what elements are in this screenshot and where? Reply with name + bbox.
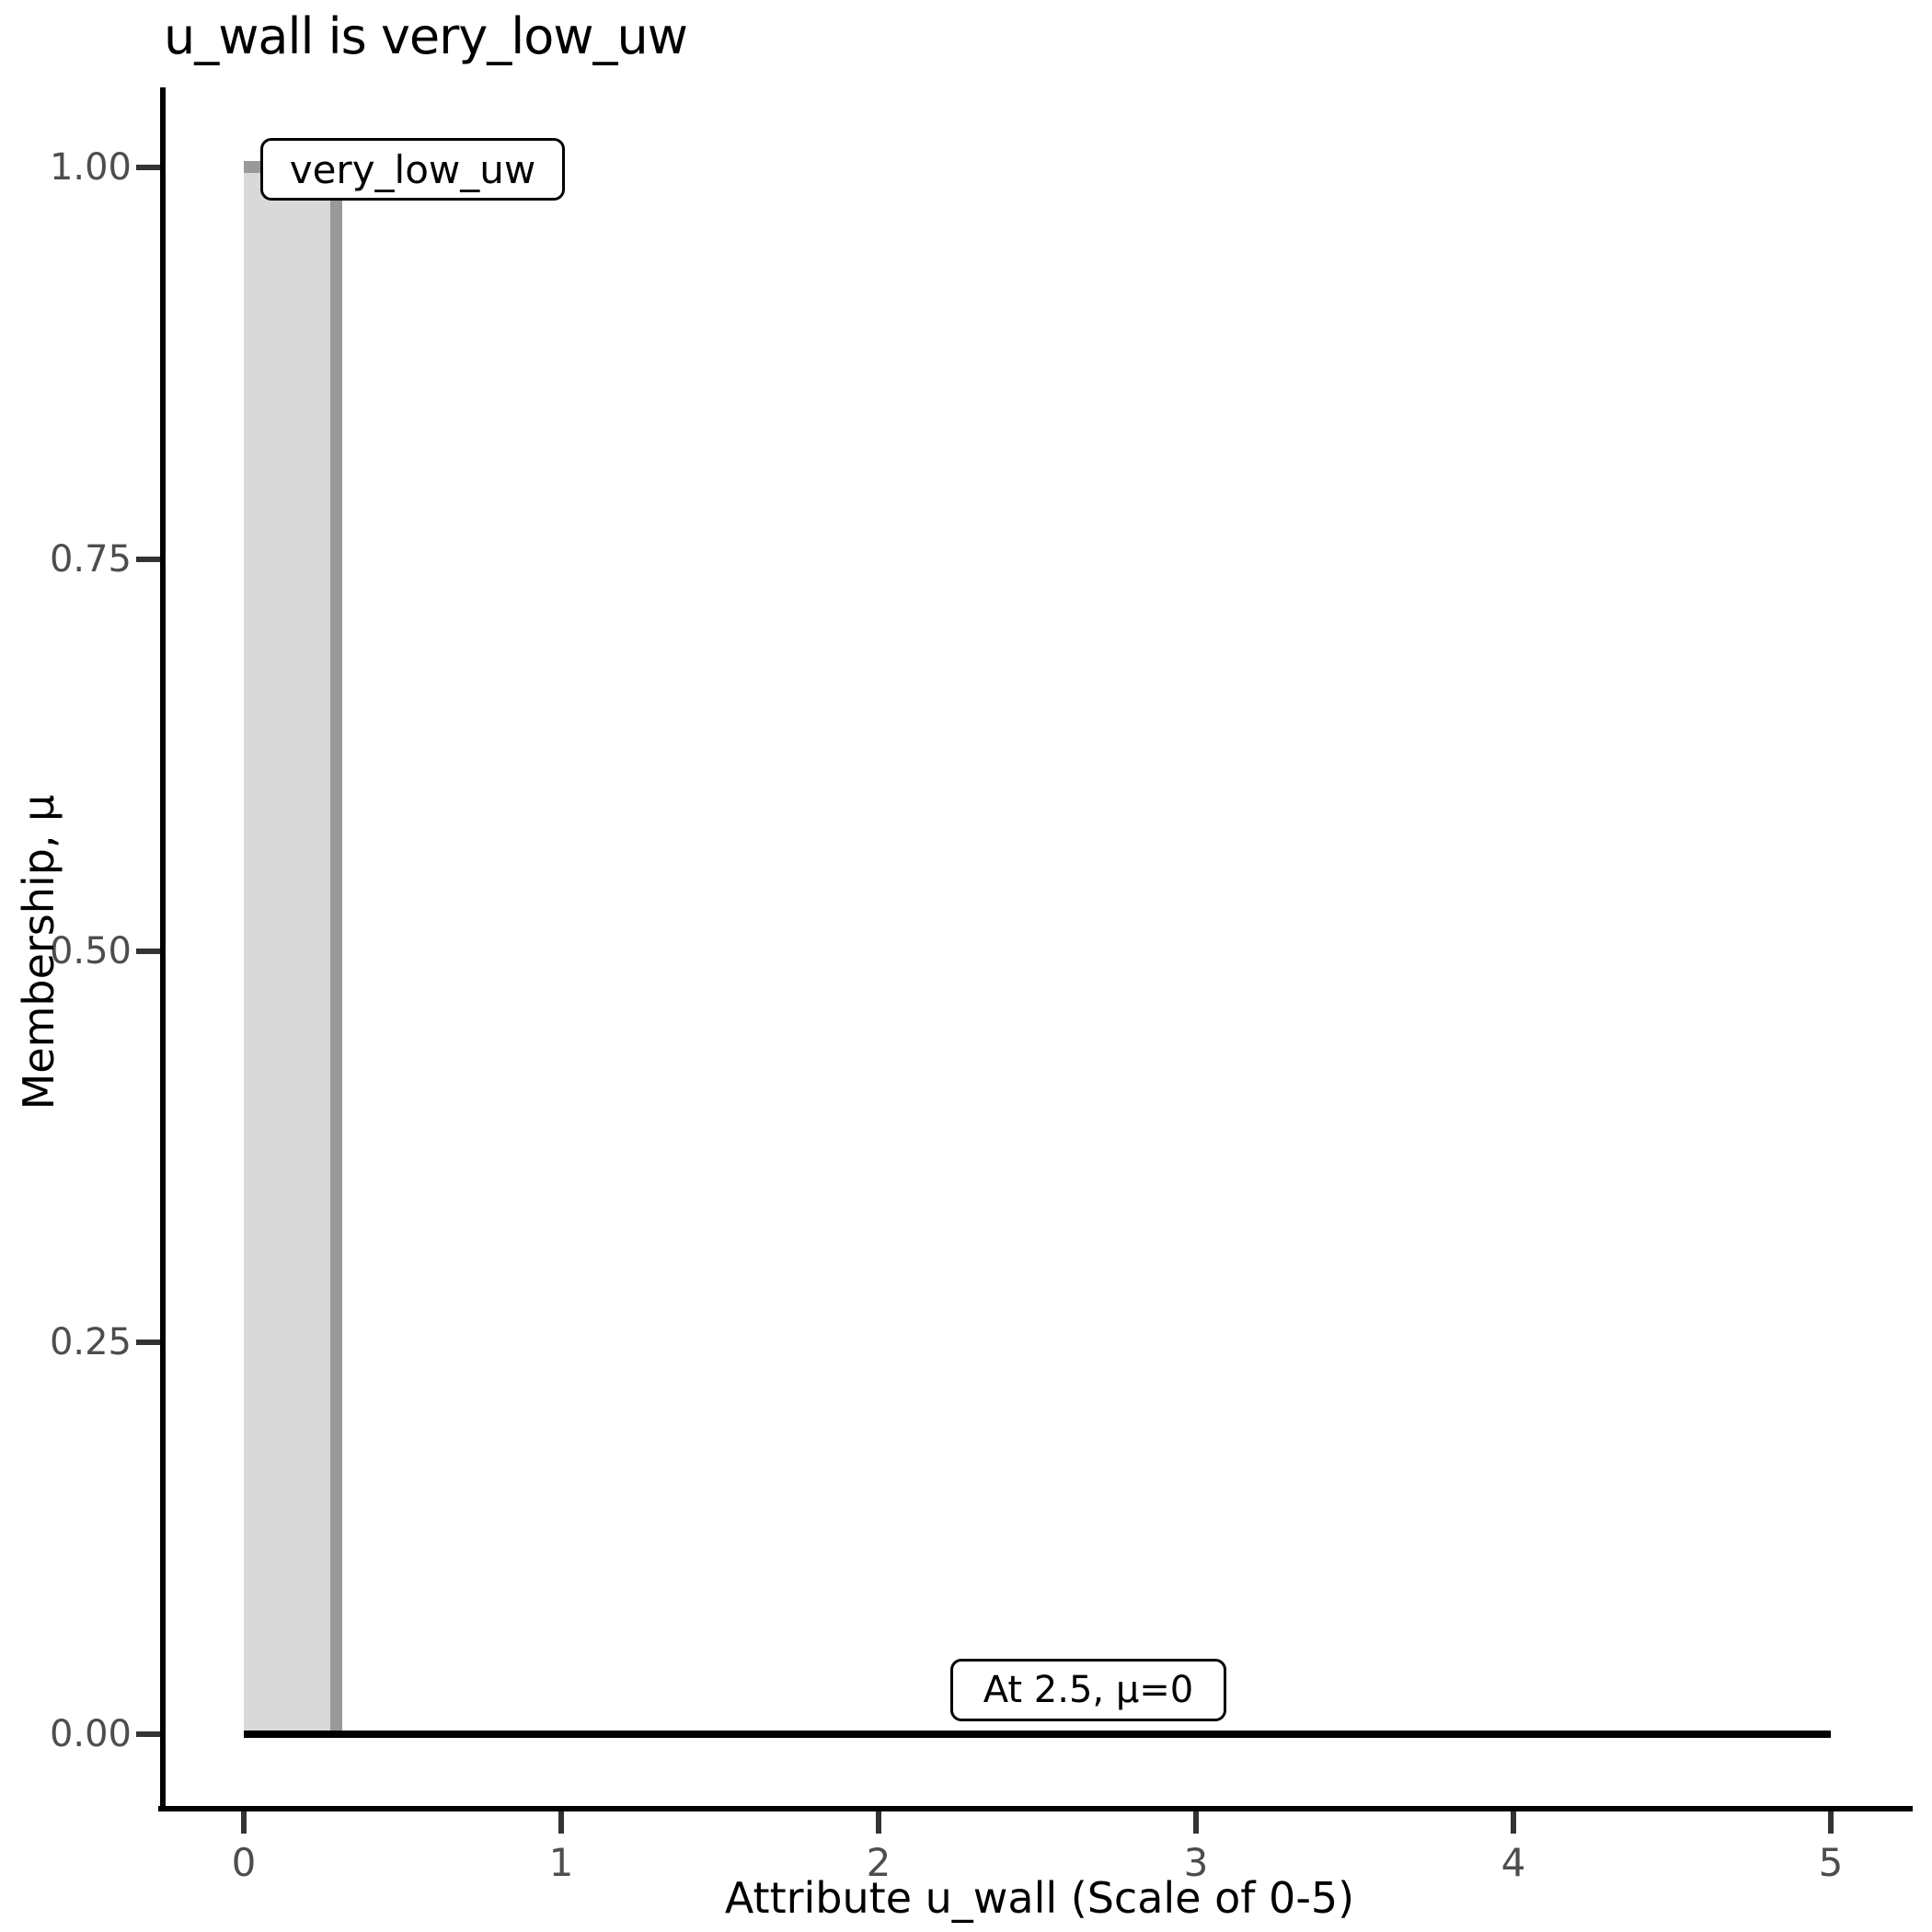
point-membership-label-text: At 2.5, µ=0 [983, 1669, 1194, 1711]
x-tick-mark [1193, 1811, 1199, 1834]
x-tick-mark [558, 1811, 564, 1834]
membership-area-fill [244, 167, 336, 1734]
y-tick-label: 0.50 [49, 930, 132, 972]
x-tick-mark [241, 1811, 247, 1834]
x-axis-spine [158, 1806, 1913, 1811]
y-tick-label: 0.75 [49, 538, 132, 581]
set-name-label: very_low_uw [260, 138, 565, 201]
y-tick-mark [136, 1731, 160, 1737]
zero-membership-line [244, 1731, 1831, 1738]
x-tick-label: 2 [866, 1840, 891, 1885]
y-tick-mark [136, 949, 160, 954]
set-name-label-text: very_low_uw [289, 146, 536, 192]
point-membership-label: At 2.5, µ=0 [950, 1659, 1226, 1721]
x-tick-label: 1 [548, 1840, 574, 1885]
y-tick-mark [136, 557, 160, 562]
y-tick-mark [136, 1340, 160, 1345]
x-tick-label: 3 [1183, 1840, 1209, 1885]
y-axis-title: Membership, µ [14, 794, 63, 1110]
x-tick-mark [1828, 1811, 1834, 1834]
chart-title: u_wall is very_low_uw [164, 7, 688, 65]
x-tick-mark [1511, 1811, 1516, 1834]
y-tick-label: 1.00 [49, 146, 132, 189]
y-tick-label: 0.25 [49, 1321, 132, 1363]
y-axis-spine [160, 87, 166, 1811]
y-tick-mark [136, 165, 160, 170]
x-tick-label: 0 [231, 1840, 257, 1885]
x-tick-label: 5 [1818, 1840, 1844, 1885]
x-tick-label: 4 [1501, 1840, 1526, 1885]
x-axis-title: Attribute u_wall (Scale of 0-5) [724, 1873, 1355, 1923]
membership-line-drop-segment [330, 161, 342, 1734]
x-tick-mark [876, 1811, 881, 1834]
y-tick-label: 0.00 [49, 1713, 132, 1755]
